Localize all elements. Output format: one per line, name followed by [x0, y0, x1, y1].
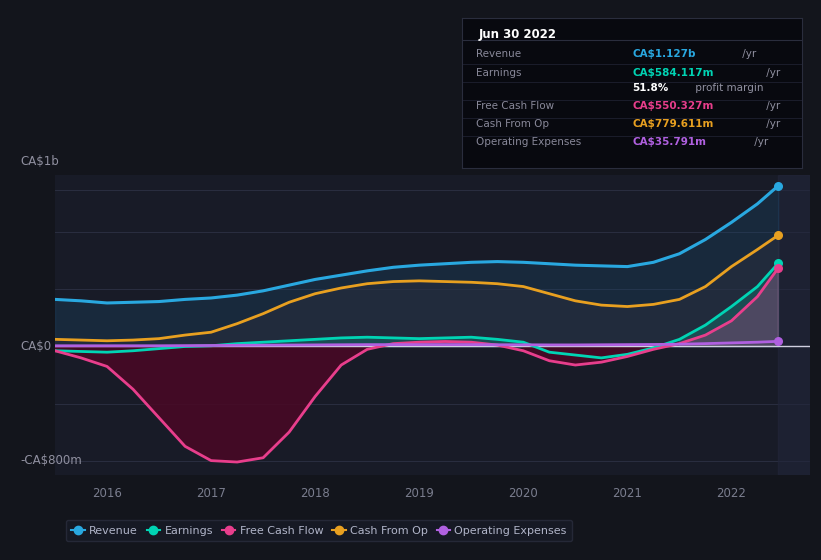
Text: /yr: /yr [763, 101, 780, 111]
Text: Earnings: Earnings [475, 68, 521, 78]
Text: CA$0: CA$0 [21, 340, 52, 353]
Point [772, 264, 785, 273]
Text: /yr: /yr [763, 119, 780, 129]
Text: 51.8%: 51.8% [632, 83, 668, 93]
Text: CA$550.327m: CA$550.327m [632, 101, 713, 111]
Point [772, 181, 785, 190]
Text: /yr: /yr [763, 68, 780, 78]
Text: -CA$800m: -CA$800m [21, 454, 82, 467]
Bar [778, 175, 810, 475]
Point [772, 337, 785, 346]
Text: /yr: /yr [751, 137, 768, 147]
Text: Operating Expenses: Operating Expenses [475, 137, 580, 147]
Text: CA$1.127b: CA$1.127b [632, 49, 695, 59]
Point [772, 259, 785, 268]
Text: profit margin: profit margin [691, 83, 763, 93]
Text: CA$779.611m: CA$779.611m [632, 119, 713, 129]
Text: Cash From Op: Cash From Op [475, 119, 548, 129]
Text: Free Cash Flow: Free Cash Flow [475, 101, 553, 111]
Text: CA$35.791m: CA$35.791m [632, 137, 706, 147]
Text: CA$584.117m: CA$584.117m [632, 68, 713, 78]
Point [772, 231, 785, 240]
Text: Revenue: Revenue [475, 49, 521, 59]
Text: Jun 30 2022: Jun 30 2022 [479, 28, 557, 41]
Text: /yr: /yr [739, 49, 756, 59]
Text: CA$1b: CA$1b [21, 155, 59, 168]
Legend: Revenue, Earnings, Free Cash Flow, Cash From Op, Operating Expenses: Revenue, Earnings, Free Cash Flow, Cash … [66, 520, 572, 541]
